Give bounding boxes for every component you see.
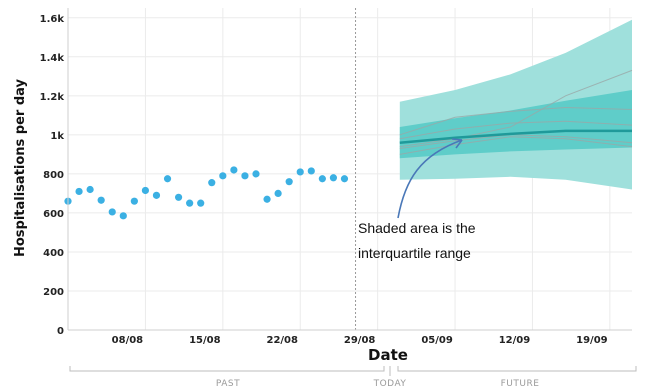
observed-point [163, 175, 172, 183]
median-line [399, 129, 632, 144]
observed-point [119, 212, 127, 220]
brace-future [397, 366, 637, 372]
observed-point [219, 172, 227, 180]
y-tick-labels: 0 200 400 600 800 1k 1.2k 1.4k 1.6k [40, 14, 65, 337]
x-tick-label: 12/09 [499, 335, 531, 346]
y-tick-label: 1.2k [40, 92, 65, 103]
observed-point [274, 189, 282, 197]
y-tick-label: 200 [43, 287, 64, 298]
brace-past [69, 366, 385, 372]
observed-point [252, 170, 260, 178]
observed-point [340, 175, 349, 183]
sample-path-1 [399, 69, 633, 148]
y-tick-label: 800 [43, 170, 64, 181]
y-tick-label: 600 [43, 209, 64, 220]
period-braces [69, 366, 637, 376]
sample-path-2 [399, 120, 633, 140]
observed-point [141, 186, 150, 195]
observed-point [97, 196, 105, 204]
observed-point [75, 187, 83, 196]
observed-point [152, 191, 161, 199]
observed-point [108, 208, 116, 216]
annotation: Shaded area is the interquartile range [358, 138, 476, 261]
annotation-arrowhead [451, 138, 463, 149]
sample-path-0 [399, 106, 633, 136]
x-tick-labels: 08/08 15/08 22/08 29/08 05/09 12/09 19/09 [112, 335, 608, 346]
median-forecast-line [399, 129, 632, 144]
observed-point [241, 172, 249, 180]
annotation-line-2: interquartile range [358, 245, 471, 261]
observed-point [296, 168, 304, 176]
observed-points [64, 166, 349, 220]
axes [67, 8, 632, 331]
observed-point [174, 193, 183, 201]
x-tick-label: 29/08 [344, 335, 376, 346]
annotation-line-1: Shaded area is the [358, 220, 476, 236]
observed-point [263, 195, 271, 203]
y-tick-label: 1.4k [40, 53, 65, 64]
y-tick-label: 1.6k [40, 14, 65, 25]
annotation-arrow [397, 139, 463, 219]
x-tick-label: 05/09 [421, 335, 453, 346]
observed-point [230, 166, 238, 174]
y-tick-label: 1k [50, 131, 64, 142]
y-tick-label: 400 [43, 248, 64, 259]
observed-point [307, 167, 315, 175]
sample-path-3 [399, 136, 633, 155]
x-tick-label: 22/08 [266, 335, 298, 346]
x-axis-label: Date [368, 346, 408, 364]
y-axis-label: Hospitalisations per day [13, 78, 28, 257]
observed-point [285, 178, 293, 186]
observed-point [329, 174, 338, 182]
period-label-past: PAST [216, 379, 240, 389]
x-tick-label: 08/08 [112, 335, 144, 346]
y-tick-label: 0 [57, 326, 64, 337]
observed-point [130, 197, 138, 205]
x-tick-label: 19/09 [576, 335, 608, 346]
period-label-future: FUTURE [501, 379, 540, 389]
observed-point [186, 199, 194, 207]
observed-point [197, 199, 205, 207]
observed-point [318, 175, 326, 183]
observed-point [208, 179, 216, 187]
x-tick-label: 15/08 [189, 335, 221, 346]
period-label-today: TODAY [373, 379, 407, 389]
observed-point [86, 185, 94, 194]
